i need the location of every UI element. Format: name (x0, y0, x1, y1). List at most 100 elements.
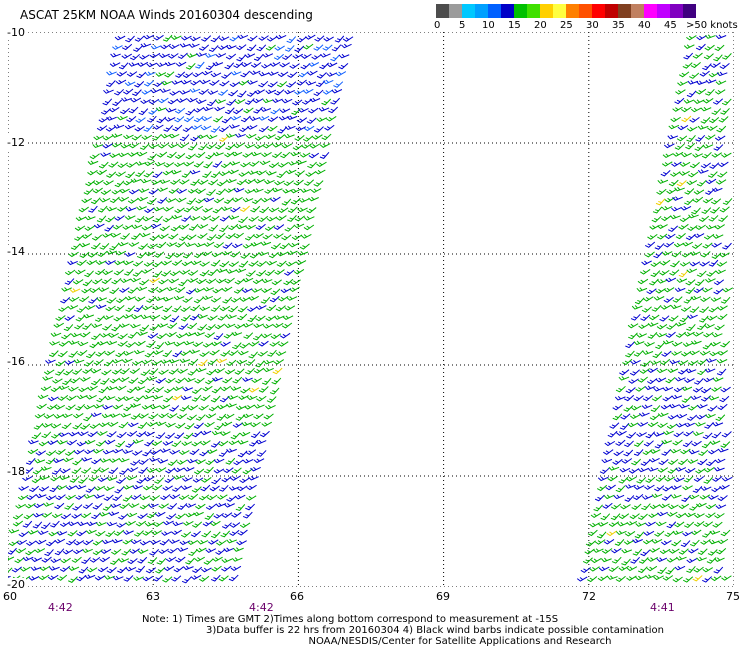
wind-barb (144, 439, 154, 447)
wind-barb (161, 531, 172, 536)
wind-barb (277, 207, 289, 213)
wind-barb (673, 431, 684, 438)
wind-barb (174, 116, 185, 123)
wind-barb (137, 61, 149, 67)
wind-barb (86, 351, 96, 359)
wind-barb (48, 350, 59, 358)
wind-barb (185, 108, 196, 116)
wind-barb (309, 143, 321, 149)
wind-barb (203, 197, 215, 203)
wind-barb (273, 224, 285, 231)
wind-barb (137, 378, 148, 385)
wind-barb (708, 72, 720, 78)
wind-barb (634, 297, 645, 305)
wind-barb (22, 556, 34, 562)
wind-barb (232, 342, 242, 350)
wind-barb (262, 98, 274, 104)
wind-barb (205, 152, 216, 160)
wind-barb (181, 170, 192, 178)
wind-barb (694, 144, 705, 152)
wind-barb (322, 44, 333, 51)
wind-barb (693, 287, 704, 294)
wind-barb (696, 556, 707, 562)
wind-barb (222, 242, 233, 249)
wind-barb (230, 251, 241, 258)
wind-barb (238, 171, 249, 177)
wind-barb (87, 251, 99, 258)
wind-barb (143, 125, 154, 132)
wind-barb (670, 448, 681, 454)
wind-barb (300, 233, 312, 239)
wind-barb (670, 494, 682, 499)
wind-barb (137, 331, 148, 336)
wind-barb (631, 305, 643, 310)
wind-barb (308, 107, 319, 114)
wind-barb (241, 62, 252, 68)
wind-barb (122, 224, 133, 230)
wind-barb (125, 566, 137, 572)
wind-barb (138, 413, 149, 419)
wind-barb (641, 503, 651, 511)
wind-barb (253, 106, 263, 114)
wind-barb (115, 385, 127, 391)
wind-barb (188, 549, 198, 556)
wind-barb (8, 556, 15, 561)
wind-barb (245, 367, 255, 375)
wind-barb (262, 53, 274, 58)
wind-barb (696, 80, 707, 85)
wind-barb (231, 467, 242, 474)
wind-barb (625, 341, 635, 349)
wind-barb (68, 576, 78, 583)
wind-barb (614, 395, 626, 401)
wind-barb (131, 232, 141, 240)
wind-barb (631, 458, 642, 466)
wind-barb (720, 152, 732, 158)
wind-barb (687, 314, 698, 320)
wind-barb (159, 448, 171, 453)
wind-barb (140, 369, 151, 377)
wind-barb (693, 566, 704, 573)
wind-barb (671, 161, 682, 167)
wind-barb (139, 232, 151, 238)
colorbar-label: 5 (459, 20, 466, 31)
wind-barb (267, 71, 279, 76)
wind-barb (281, 98, 293, 104)
wind-barb (688, 213, 699, 219)
wind-barb (68, 350, 78, 358)
wind-barb (174, 162, 185, 168)
wind-barb (190, 79, 201, 86)
wind-barb (620, 504, 631, 510)
wind-barb (50, 423, 62, 429)
wind-barb (144, 386, 155, 394)
wind-barb (106, 116, 117, 121)
wind-barb (280, 151, 291, 159)
wind-barb (301, 53, 312, 59)
wind-barb (91, 378, 101, 386)
wind-barb (191, 486, 202, 493)
wind-barb (602, 502, 613, 509)
time-label: 4:41 (650, 601, 675, 614)
wind-barb (179, 90, 191, 95)
wind-barb (284, 125, 296, 131)
wind-barb (240, 387, 251, 394)
wind-barb (681, 251, 693, 258)
wind-barb (710, 341, 721, 347)
wind-barb (257, 215, 269, 223)
wind-barb (687, 404, 699, 411)
wind-barb (164, 341, 176, 346)
wind-barb (205, 278, 217, 284)
wind-barb (213, 333, 224, 340)
wind-barb (641, 260, 652, 266)
wind-barb (230, 386, 242, 391)
wind-barb (655, 377, 667, 383)
wind-barb (269, 387, 280, 395)
wind-barb (694, 279, 705, 286)
wind-barb (680, 540, 691, 548)
wind-barb (715, 80, 727, 86)
wind-barb (722, 53, 732, 60)
wind-barb (218, 484, 229, 492)
wind-barb (197, 232, 208, 239)
wind-barb (721, 575, 732, 581)
wind-barb (175, 286, 186, 293)
wind-barb (720, 107, 730, 115)
